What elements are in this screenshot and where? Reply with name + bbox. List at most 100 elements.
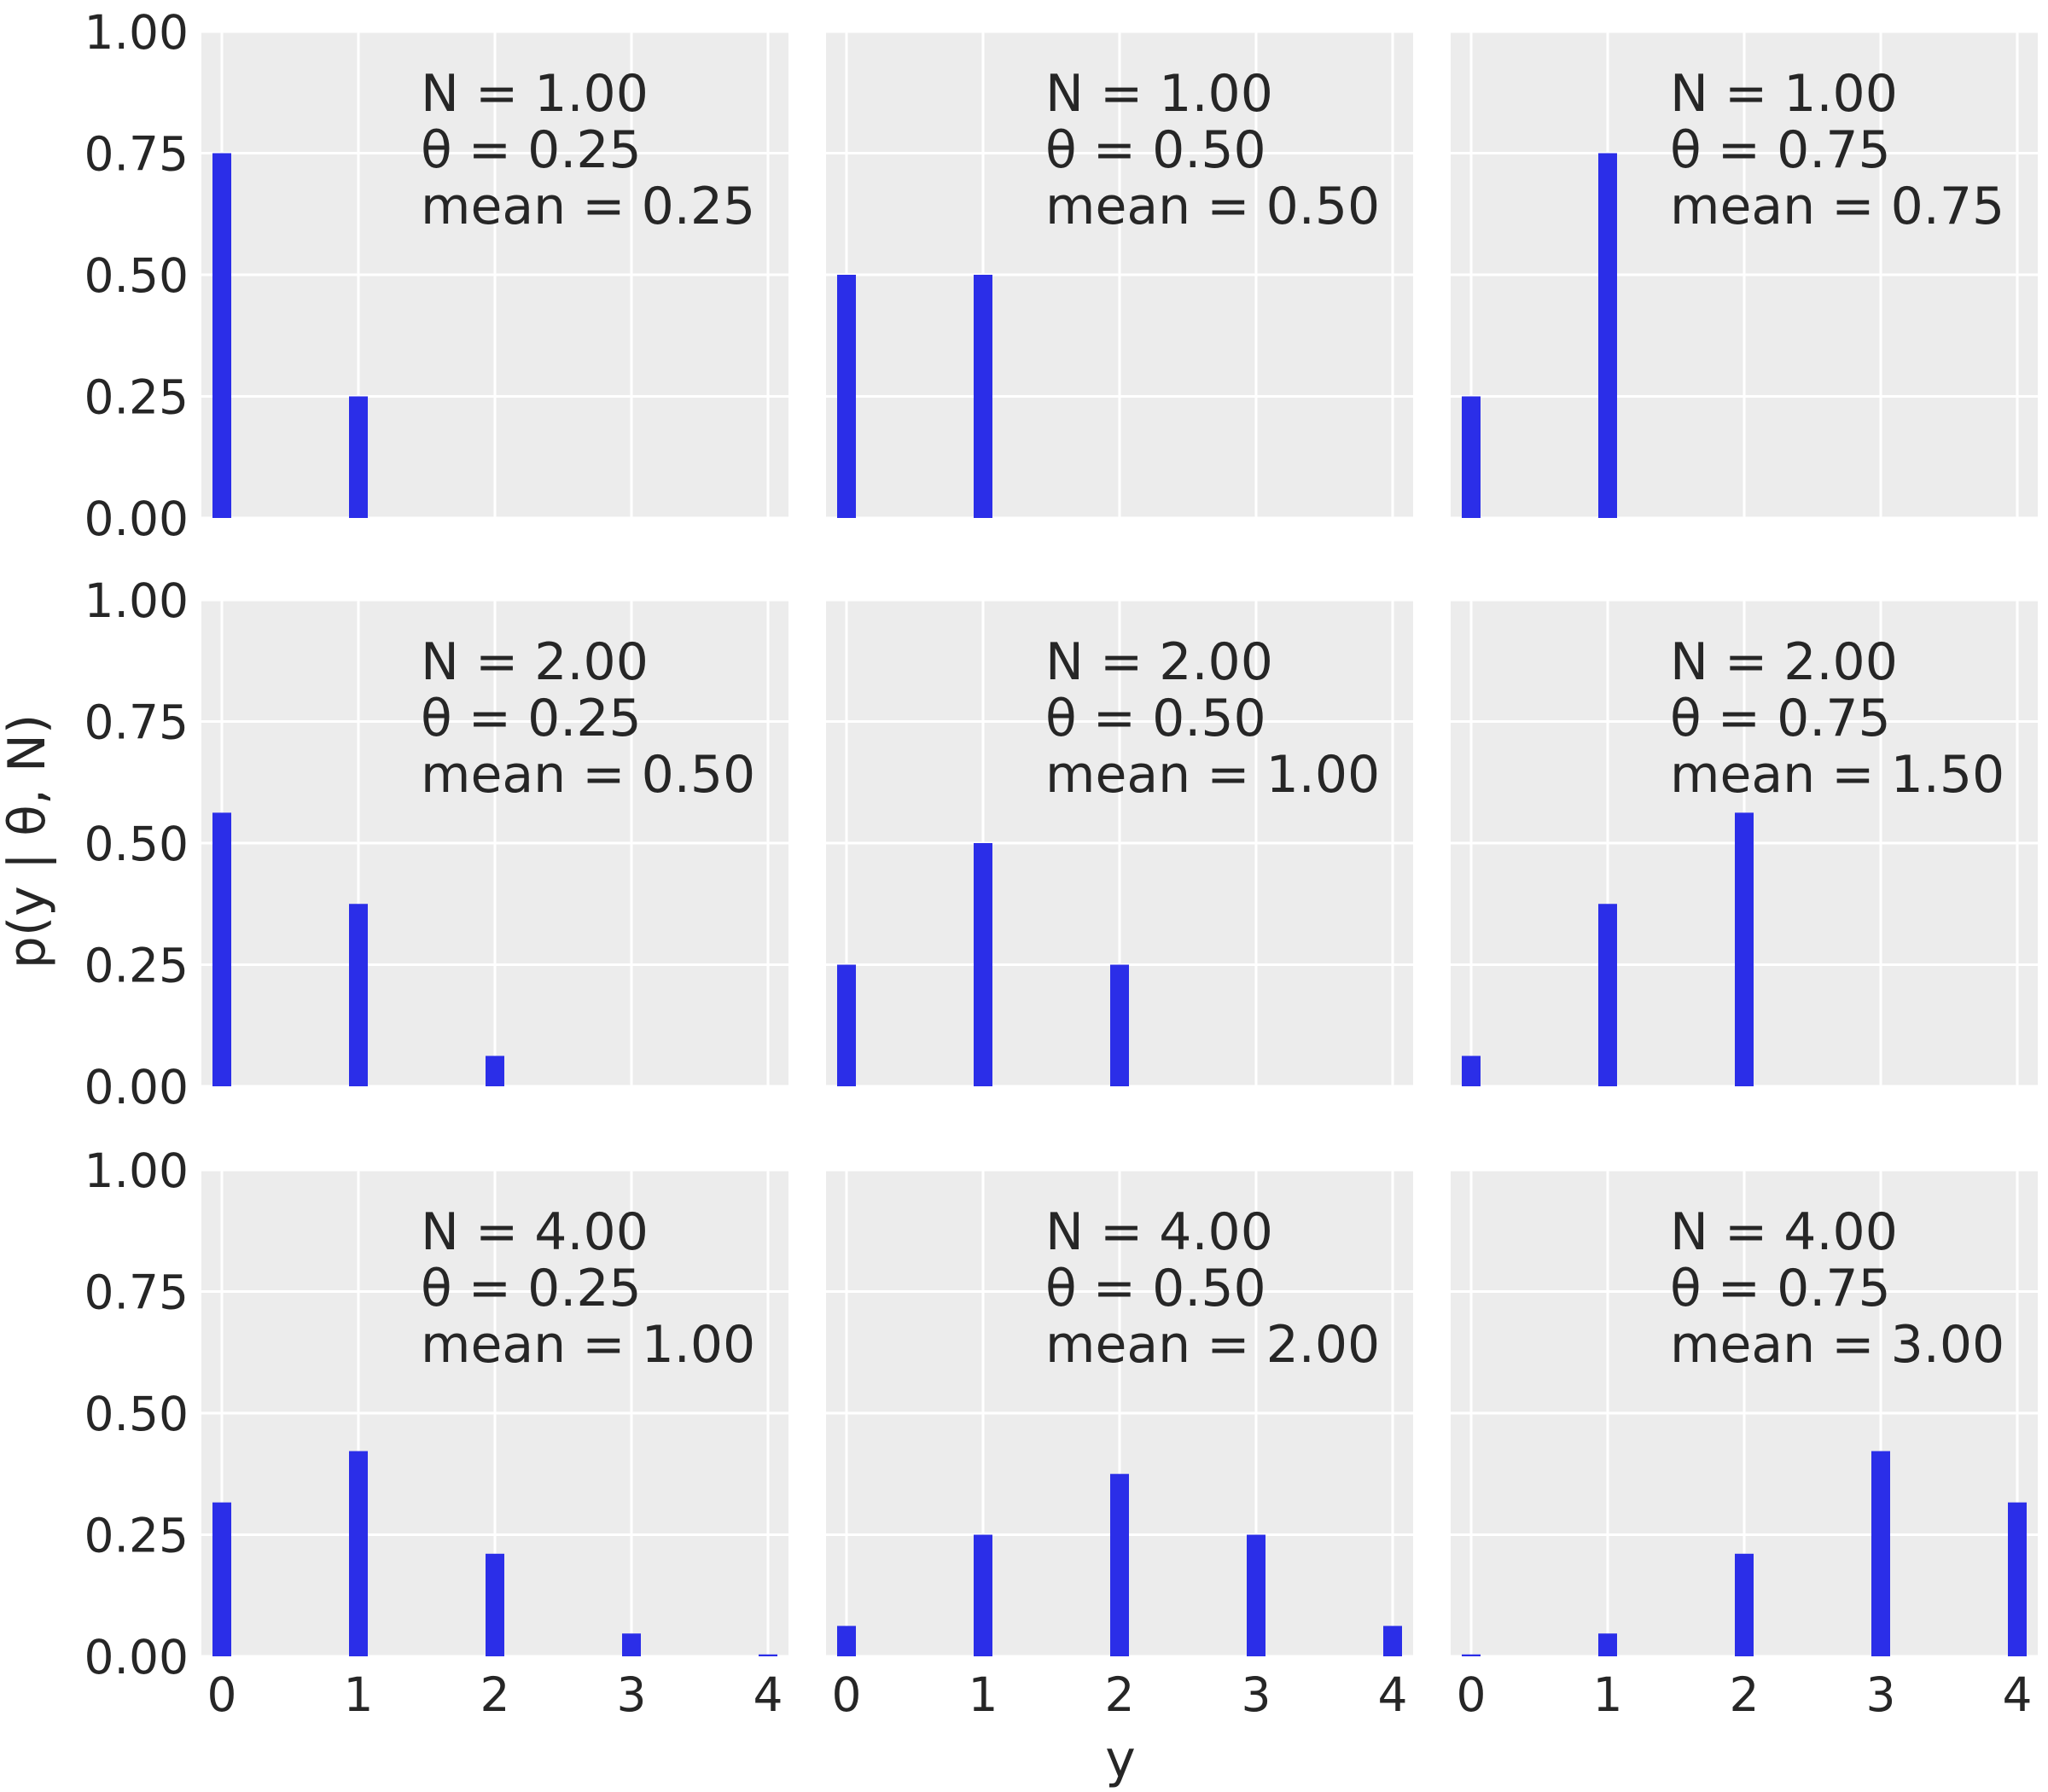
y-tick-label: 0.50: [84, 1387, 189, 1441]
y-tick-label: 0.75: [84, 127, 189, 182]
bar: [837, 1626, 856, 1656]
y-tick-label: 1.00: [84, 573, 189, 628]
bar: [1383, 1626, 1402, 1656]
panel-annotation-line: θ = 0.50: [1045, 1259, 1266, 1318]
bar: [349, 904, 368, 1086]
y-tick-label: 0.75: [84, 695, 189, 750]
x-tick-label: 0: [832, 1667, 862, 1722]
panel-annotation-line: θ = 0.75: [1670, 689, 1891, 748]
panel-annotation-line: mean = 3.00: [1670, 1315, 2004, 1375]
y-tick-label: 0.00: [84, 1630, 189, 1684]
panel-annotation-line: θ = 0.25: [421, 689, 642, 748]
bar: [1110, 964, 1129, 1086]
bar: [974, 1534, 992, 1656]
bar: [349, 396, 368, 518]
panel-annotation-line: θ = 0.50: [1045, 689, 1266, 748]
y-tick-label: 0.75: [84, 1265, 189, 1320]
x-tick-label: 1: [969, 1667, 998, 1722]
panel-annotation-line: mean = 1.00: [1045, 745, 1380, 805]
bar: [486, 1056, 504, 1086]
bar: [1462, 1056, 1481, 1086]
bar: [1598, 153, 1617, 518]
x-tick-label: 0: [207, 1667, 237, 1722]
y-tick-label: 1.00: [84, 5, 189, 60]
bar: [837, 275, 856, 518]
bar: [349, 1451, 368, 1656]
panel-annotation-line: mean = 2.00: [1045, 1315, 1380, 1375]
bar: [759, 1654, 777, 1656]
panel-annotation-line: N = 2.00: [1670, 632, 1898, 692]
bar: [1735, 812, 1754, 1086]
panel-annotation-line: mean = 0.50: [1045, 177, 1380, 236]
panel-annotation-line: mean = 0.75: [1670, 177, 2004, 236]
panel-annotation-line: mean = 1.00: [421, 1315, 755, 1375]
bar: [974, 275, 992, 518]
panel-annotation-line: θ = 0.75: [1670, 1259, 1891, 1318]
panel-annotation-line: θ = 0.50: [1045, 120, 1266, 180]
bar: [212, 812, 231, 1086]
bar: [1598, 1633, 1617, 1656]
panel-annotation-line: θ = 0.25: [421, 120, 642, 180]
bar: [1247, 1534, 1265, 1656]
panel-annotation-line: θ = 0.25: [421, 1259, 642, 1318]
panel-annotation-line: θ = 0.75: [1670, 120, 1891, 180]
y-tick-label: 0.25: [84, 370, 189, 425]
x-tick-label: 0: [1457, 1667, 1487, 1722]
bar: [1462, 396, 1481, 518]
y-tick-label: 1.00: [84, 1143, 189, 1198]
panel-annotation-line: N = 2.00: [1045, 632, 1273, 692]
panel-annotation-line: mean = 0.25: [421, 177, 755, 236]
x-tick-label: 3: [617, 1667, 647, 1722]
x-tick-label: 2: [1105, 1667, 1135, 1722]
panel-annotation-line: N = 1.00: [421, 64, 649, 124]
bar: [212, 1502, 231, 1656]
panel-annotation-line: N = 1.00: [1045, 64, 1273, 124]
bar: [1462, 1654, 1481, 1656]
x-tick-label: 2: [480, 1667, 510, 1722]
bar: [1110, 1474, 1129, 1656]
x-tick-label: 1: [1593, 1667, 1623, 1722]
y-tick-label: 0.25: [84, 939, 189, 993]
panel-annotation-line: N = 4.00: [421, 1202, 649, 1262]
bar: [622, 1633, 641, 1656]
x-tick-label: 2: [1730, 1667, 1760, 1722]
x-tick-label: 4: [2003, 1667, 2033, 1722]
bar: [974, 843, 992, 1086]
bar: [1871, 1451, 1890, 1656]
x-tick-label: 4: [753, 1667, 783, 1722]
x-tick-label: 3: [1866, 1667, 1896, 1722]
y-tick-label: 0.00: [84, 1060, 189, 1114]
panel-annotation-line: mean = 1.50: [1670, 745, 2004, 805]
panel-annotation-line: N = 2.00: [421, 632, 649, 692]
panel-annotation-line: N = 4.00: [1670, 1202, 1898, 1262]
bar: [837, 964, 856, 1086]
y-axis-label: p(y | θ, N): [0, 714, 57, 969]
y-tick-label: 0.50: [84, 248, 189, 303]
x-axis-label: y: [1105, 1730, 1136, 1789]
x-tick-label: 4: [1378, 1667, 1408, 1722]
bar: [212, 153, 231, 518]
y-tick-label: 0.50: [84, 817, 189, 871]
x-tick-label: 1: [344, 1667, 374, 1722]
panel-annotation-line: mean = 0.50: [421, 745, 755, 805]
panel-annotation-line: N = 1.00: [1670, 64, 1898, 124]
x-tick-label: 3: [1242, 1667, 1271, 1722]
bar: [486, 1553, 504, 1656]
bar: [1735, 1553, 1754, 1656]
bar: [2008, 1502, 2027, 1656]
bar: [1598, 904, 1617, 1086]
y-tick-label: 0.25: [84, 1509, 189, 1563]
panel-annotation-line: N = 4.00: [1045, 1202, 1273, 1262]
y-tick-label: 0.00: [84, 492, 189, 546]
